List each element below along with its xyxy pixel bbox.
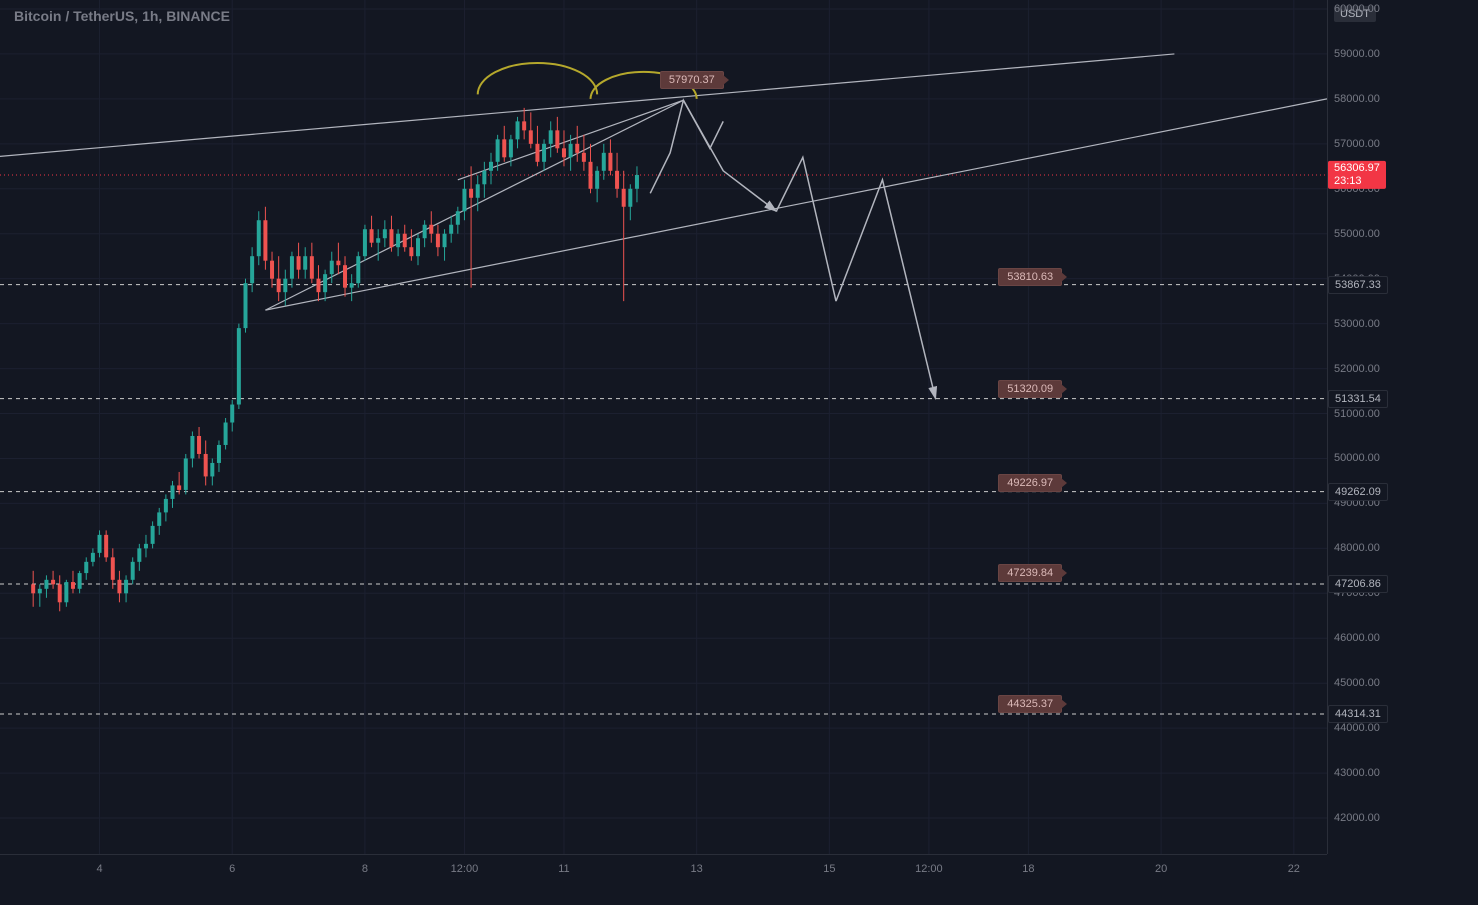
chart-title: Bitcoin / TetherUS, 1h, BINANCE xyxy=(14,8,230,24)
y-tick: 51000.00 xyxy=(1334,408,1380,420)
chart-svg xyxy=(0,0,1327,854)
x-tick: 20 xyxy=(1155,863,1167,875)
price-level-label: 51331.54 xyxy=(1328,390,1388,408)
x-tick: 13 xyxy=(691,863,703,875)
y-tick: 57000.00 xyxy=(1334,138,1380,150)
y-tick: 53000.00 xyxy=(1334,318,1380,330)
y-tick: 44000.00 xyxy=(1334,722,1380,734)
x-tick: 6 xyxy=(229,863,235,875)
x-axis[interactable]: 4 6 8 12:00 11 13 15 12:00 18 20 22 xyxy=(0,854,1327,905)
y-tick: 60000.00 xyxy=(1334,3,1380,15)
x-tick: 11 xyxy=(558,863,569,875)
price-level-label: 44314.31 xyxy=(1328,705,1388,723)
annotation-label: 53810.63 xyxy=(998,268,1062,286)
y-tick: 45000.00 xyxy=(1334,677,1380,689)
annotation-label: 51320.09 xyxy=(998,380,1062,398)
price-level-label: 53867.33 xyxy=(1328,276,1388,294)
y-tick: 50000.00 xyxy=(1334,452,1380,464)
x-tick: 15 xyxy=(823,863,835,875)
y-tick: 48000.00 xyxy=(1334,542,1380,554)
y-tick: 46000.00 xyxy=(1334,632,1380,644)
y-tick: 43000.00 xyxy=(1334,767,1380,779)
x-tick: 12:00 xyxy=(451,863,479,875)
price-level-label: 49262.09 xyxy=(1328,483,1388,501)
chart-panel[interactable]: 57970.37 53810.63 51320.09 49226.97 47239.84… xyxy=(0,0,1327,854)
annotation-label: 47239.84 xyxy=(998,564,1062,582)
annotation-label: 57970.37 xyxy=(660,71,724,89)
y-tick: 58000.00 xyxy=(1334,93,1380,105)
y-tick: 59000.00 xyxy=(1334,48,1380,60)
y-tick: 55000.00 xyxy=(1334,228,1380,240)
y-axis[interactable]: USDT 60000.0059000.0058000.0057000.00560… xyxy=(1327,0,1478,854)
annotation-label: 49226.97 xyxy=(998,474,1062,492)
x-tick: 4 xyxy=(96,863,102,875)
price-level-label: 47206.86 xyxy=(1328,575,1388,593)
x-tick: 18 xyxy=(1022,863,1034,875)
current-price-label: 56306.9723:13 xyxy=(1328,161,1386,189)
y-tick: 52000.00 xyxy=(1334,363,1380,375)
y-tick: 42000.00 xyxy=(1334,812,1380,824)
x-tick: 22 xyxy=(1288,863,1300,875)
annotation-label: 44325.37 xyxy=(998,695,1062,713)
x-tick: 12:00 xyxy=(915,863,943,875)
x-tick: 8 xyxy=(362,863,368,875)
